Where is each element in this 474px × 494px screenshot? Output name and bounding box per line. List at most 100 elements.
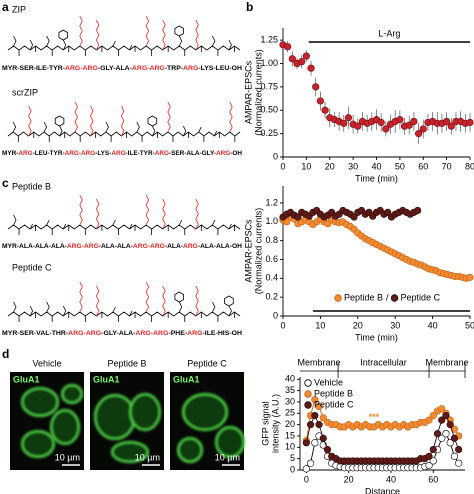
- y-tick-label: 30: [285, 396, 295, 406]
- point: [321, 106, 329, 114]
- x-tick-label: 10: [315, 320, 325, 330]
- point: [419, 125, 427, 133]
- point: [396, 116, 404, 124]
- side-chain: [13, 301, 17, 313]
- stain-label: GluA1: [93, 374, 120, 384]
- point: [307, 64, 315, 72]
- x-tick-label: 60: [428, 474, 438, 484]
- sequence: MYR-SER-ILE-TYR- ARG-ARG -GLY-ALA- ARG-ARG -…: [2, 65, 243, 72]
- point: [438, 416, 446, 424]
- sequence-part: ARG-ARG: [68, 330, 101, 337]
- side-chain: [129, 223, 133, 230]
- sequence-part: -ALA-ALA-OH: [198, 243, 243, 250]
- side-chain: [129, 44, 133, 51]
- point: [319, 414, 327, 422]
- sequence-part: -TRP-: [165, 65, 183, 72]
- point: [382, 125, 390, 133]
- y-tick-label: 0: [273, 310, 278, 320]
- region-label: Membrane: [298, 357, 341, 367]
- sequence-part: ARG-ARG: [65, 150, 96, 157]
- side-chain: [95, 198, 100, 230]
- legend-label: Vehicle: [314, 377, 343, 387]
- y-tick-label: 15: [285, 430, 295, 440]
- image-title: Peptide C: [187, 358, 227, 368]
- x-tick-label: 0: [280, 320, 285, 330]
- side-chain: [145, 15, 150, 47]
- sequence-part: -ILE-TYR-: [126, 150, 155, 157]
- point: [384, 208, 392, 216]
- y-axis-label: AMPAR-EPSCs: [243, 60, 253, 124]
- point: [450, 434, 459, 442]
- x-tick-label: 40: [428, 320, 438, 330]
- y-axis-label: (Normalized currents): [253, 49, 263, 136]
- point: [447, 122, 455, 130]
- region-label: Intracellular: [360, 357, 407, 367]
- legend-label: Peptide C: [314, 399, 354, 409]
- point: [425, 452, 433, 460]
- sequence-part: -LYS-LEU-OH: [198, 65, 242, 72]
- point: [466, 118, 474, 127]
- point: [377, 118, 385, 127]
- y-tick-label: 1.2: [265, 197, 278, 207]
- side-chain: [29, 305, 34, 317]
- point: [429, 411, 437, 420]
- x-tick-label: 80: [465, 161, 474, 171]
- point: [410, 117, 418, 126]
- side-chain: [182, 125, 187, 137]
- backbone: [7, 131, 241, 137]
- point: [311, 411, 319, 420]
- side-chain: [136, 121, 140, 133]
- point: [425, 416, 433, 424]
- side-chain: [79, 194, 83, 226]
- x-tick-label: 20: [325, 161, 335, 171]
- legend-marker: [390, 294, 399, 302]
- point: [466, 273, 474, 281]
- side-chain: [28, 105, 32, 137]
- side-chain: [195, 198, 199, 230]
- aromatic-ring: [54, 115, 65, 127]
- side-chain: [13, 214, 17, 226]
- sequence-part: -LYS-: [95, 150, 111, 157]
- side-chain: [162, 19, 166, 51]
- legend-label: Peptide B: [344, 292, 383, 302]
- side-chain: [178, 301, 183, 313]
- side-chain: [46, 219, 50, 226]
- sequence-part: ARG: [111, 150, 125, 157]
- side-chain: [212, 219, 216, 226]
- sequence-part: -ALA-: [165, 243, 183, 250]
- side-chain: [112, 219, 116, 226]
- point: [429, 457, 437, 465]
- sequence-part: -GLY-ALA-: [98, 65, 132, 72]
- sequence-part: -GLY-ALA-: [101, 330, 135, 337]
- legend-label: Peptide C: [401, 292, 441, 302]
- cell: [177, 437, 203, 463]
- x-tick-label: 50: [465, 320, 474, 330]
- cell: [21, 387, 59, 417]
- sequence-part: ARG: [183, 65, 198, 72]
- side-chain: [46, 35, 50, 47]
- point: [455, 459, 463, 467]
- x-tick-label: 20: [344, 474, 354, 484]
- sequence-part: ARG: [183, 243, 198, 250]
- side-chain: [62, 39, 67, 51]
- point: [450, 425, 459, 433]
- side-chain: [129, 310, 133, 317]
- point: [354, 122, 362, 130]
- sequence-part: ARG-ARG: [132, 65, 165, 72]
- point: [323, 445, 332, 454]
- cell: [61, 384, 83, 404]
- side-chain: [151, 125, 156, 137]
- sequence-part: ARG-ARG: [135, 330, 168, 337]
- point: [450, 452, 459, 460]
- aromatic-ring: [58, 29, 68, 41]
- side-chain: [79, 15, 83, 47]
- x-axis-label: Time (min): [355, 332, 398, 342]
- backbone: [7, 45, 241, 51]
- point: [405, 121, 413, 129]
- aromatic-ring: [147, 115, 158, 127]
- sequence-part: ARG: [216, 150, 230, 157]
- cell: [182, 393, 228, 431]
- legend-label: Peptide B: [314, 388, 353, 398]
- side-chain: [112, 40, 116, 47]
- image-title: Peptide B: [107, 358, 146, 368]
